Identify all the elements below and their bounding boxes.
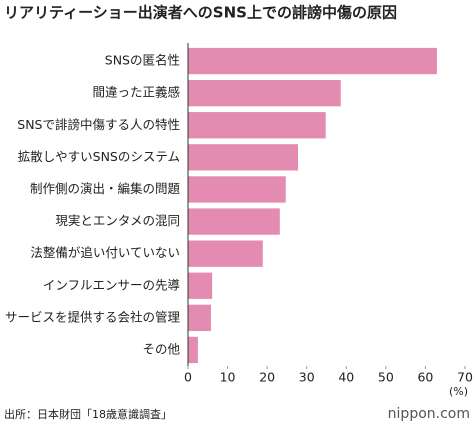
- bar: [188, 79, 341, 107]
- x-tick-label: 40: [338, 370, 354, 385]
- x-tick-label: 10: [220, 370, 236, 385]
- bar: [188, 240, 263, 267]
- y-tick-label: 拡散しやすいSNSのシステム: [18, 149, 180, 164]
- logo: nippon.com: [388, 406, 470, 422]
- y-tick-label: 現実とエンタメの混同: [55, 213, 180, 228]
- y-tick-label: SNSで誹謗中傷する人の特性: [17, 117, 180, 132]
- y-tick-label: その他: [142, 341, 180, 356]
- x-unit: (%): [449, 385, 468, 398]
- y-tick-label: サービスを提供する会社の管理: [5, 309, 181, 324]
- y-tick-label: 制作側の演出・編集の問題: [30, 181, 181, 196]
- y-tick-label: 間違った正義感: [92, 85, 180, 100]
- y-tick-label: インフルエンサーの先導: [43, 277, 180, 292]
- x-tick-label: 50: [378, 370, 394, 385]
- x-tick-label: 70: [457, 370, 473, 385]
- x-tick-label: 30: [299, 370, 315, 385]
- bar: [188, 272, 213, 299]
- x-tick-label: 0: [184, 370, 192, 385]
- bar: [188, 112, 326, 139]
- x-tick-label: 20: [259, 370, 275, 385]
- y-tick-label: SNSの匿名性: [105, 53, 180, 68]
- bar: [188, 47, 437, 75]
- source: 出所：日本財団「18歳意識調査」: [4, 407, 172, 421]
- y-tick-label: 法整備が追い付いていない: [30, 245, 180, 260]
- bar: [188, 176, 286, 203]
- bar: [188, 304, 211, 332]
- chart-title: リアリティーショー出演者へのSNS上での誹謗中傷の原因: [4, 4, 397, 22]
- bar: [188, 208, 280, 235]
- x-tick-label: 60: [417, 370, 433, 385]
- bar: [188, 144, 299, 171]
- bar: [188, 336, 198, 364]
